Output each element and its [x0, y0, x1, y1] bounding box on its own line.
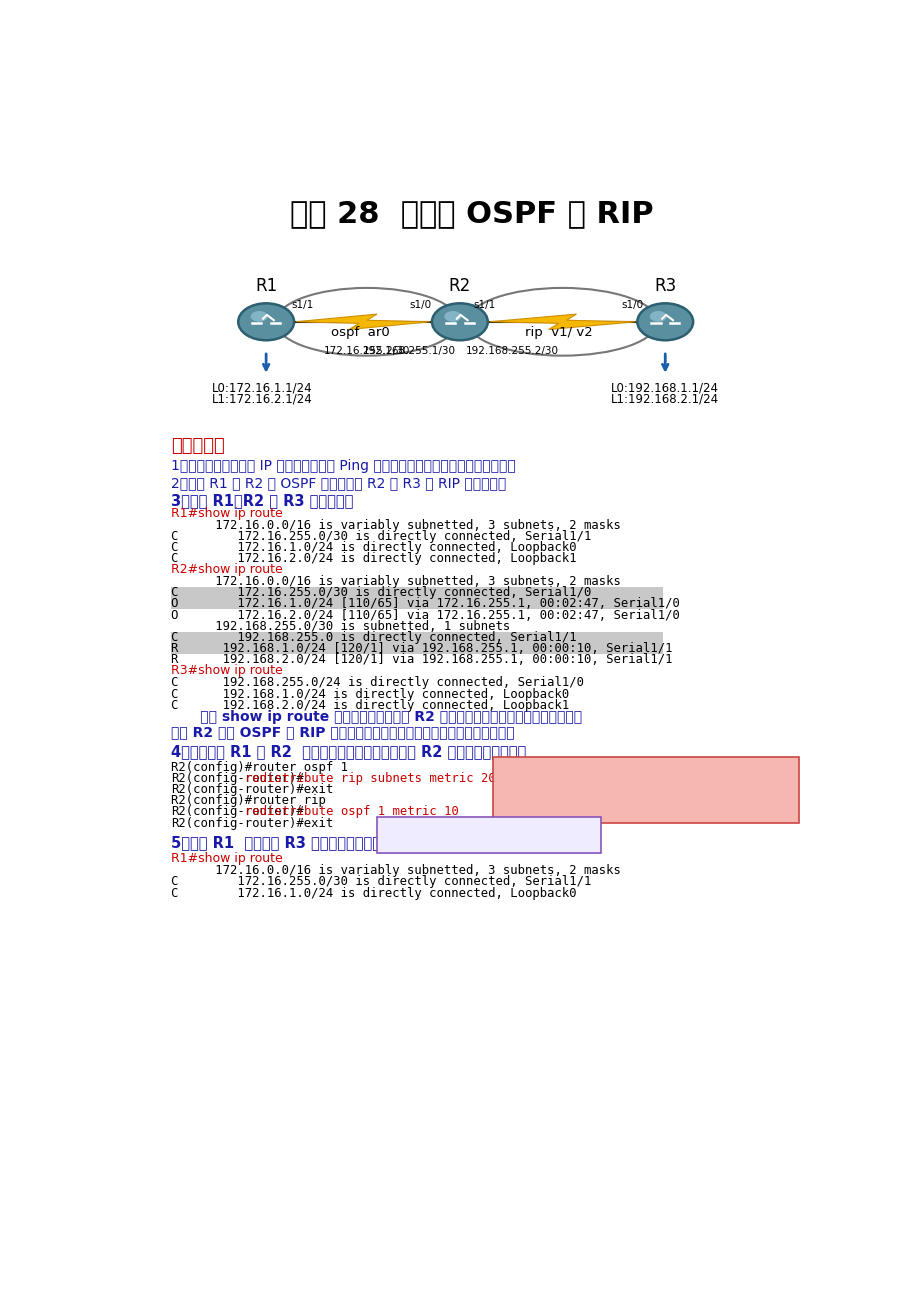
Ellipse shape: [649, 311, 666, 322]
Text: R1#show ip route: R1#show ip route: [171, 853, 282, 866]
Text: s1/0: s1/0: [409, 299, 432, 310]
Text: 类子网路由能够正确的被发布。重发布的路由默认: 类子网路由能够正确的被发布。重发布的路由默认: [499, 789, 652, 802]
Text: 1、配置各台路由器的 IP 地址，并且使用 Ping 命令确认各路由器的直连口的互通性。: 1、配置各台路由器的 IP 地址，并且使用 Ping 命令确认各路由器的直连口的…: [171, 458, 515, 473]
FancyBboxPatch shape: [171, 643, 663, 654]
Text: O        172.16.2.0/24 [110/65] via 172.16.255.1, 00:02:47, Serial1/0: O 172.16.2.0/24 [110/65] via 172.16.255.…: [171, 608, 679, 621]
Text: 192.168.255.2/30: 192.168.255.2/30: [466, 346, 559, 357]
Text: 172.16.255.2/30: 172.16.255.2/30: [323, 346, 410, 357]
Text: R3: R3: [653, 277, 675, 294]
Text: 类型为 E2。: 类型为 E2。: [499, 803, 546, 816]
Text: 将 rip 网络的路由重发布到 OSPF 中。并且指定其: 将 rip 网络的路由重发布到 OSPF 中。并且指定其: [499, 762, 679, 775]
Text: C        172.16.255.0/30 is directly connected, Serial1/0: C 172.16.255.0/30 is directly connected,…: [171, 586, 591, 599]
Text: R1#show ip route: R1#show ip route: [171, 506, 282, 519]
FancyBboxPatch shape: [171, 587, 663, 598]
Text: 将 OSPF 网络路由重发布到 RIP 中，: 将 OSPF 网络路由重发布到 RIP 中，: [382, 822, 530, 835]
FancyBboxPatch shape: [377, 816, 600, 854]
Text: R2: R2: [448, 277, 471, 294]
Text: R2(config-router)#: R2(config-router)#: [171, 772, 303, 785]
Text: s1/1: s1/1: [290, 299, 312, 310]
Text: 度量为 200; Subnets 命令可以确保 RIP 网络中的无: 度量为 200; Subnets 命令可以确保 RIP 网络中的无: [499, 775, 709, 788]
Text: O        172.16.1.0/24 [110/65] via 172.16.255.1, 00:02:47, Serial1/0: O 172.16.1.0/24 [110/65] via 172.16.255.…: [171, 598, 679, 611]
Text: redistribute rip subnets metric 200: redistribute rip subnets metric 200: [245, 772, 503, 785]
Text: 4、为了确保 R1 和 R2  能够学习到整个网络路由。在 R2 上配置路由重发布。: 4、为了确保 R1 和 R2 能够学习到整个网络路由。在 R2 上配置路由重发布…: [171, 743, 526, 759]
Text: 因为 R2 处于 OSPF 与 RIP 网络的边界。其同时运行了两种不同的路由协议。: 因为 R2 处于 OSPF 与 RIP 网络的边界。其同时运行了两种不同的路由协…: [171, 725, 514, 740]
FancyBboxPatch shape: [171, 631, 663, 643]
Text: 实验步骤：: 实验步骤：: [171, 437, 224, 456]
Text: R3#show ip route: R3#show ip route: [171, 664, 282, 677]
Text: R1: R1: [255, 277, 277, 294]
Text: C        172.16.1.0/24 is directly connected, Loopback0: C 172.16.1.0/24 is directly connected, L…: [171, 540, 576, 553]
Text: 根据 show ip route 命令可以看出，只有 R2 才可以学习到整个网络的完整路由。是: 根据 show ip route 命令可以看出，只有 R2 才可以学习到整个网络…: [171, 710, 582, 724]
Text: C        192.168.255.0 is directly connected, Serial1/1: C 192.168.255.0 is directly connected, S…: [171, 631, 576, 644]
FancyBboxPatch shape: [493, 756, 798, 823]
Text: C        172.16.255.0/30 is directly connected, Serial1/1: C 172.16.255.0/30 is directly connected,…: [171, 875, 591, 888]
Polygon shape: [489, 314, 635, 329]
Text: C      192.168.2.0/24 is directly connected, Loopback1: C 192.168.2.0/24 is directly connected, …: [171, 699, 569, 712]
Text: rip  v1/ v2: rip v1/ v2: [524, 326, 592, 339]
Text: R2(config-router)#exit: R2(config-router)#exit: [171, 816, 333, 829]
Ellipse shape: [250, 311, 267, 322]
Ellipse shape: [238, 303, 294, 340]
Text: C        172.16.255.0/30 is directly connected, Serial1/1: C 172.16.255.0/30 is directly connected,…: [171, 530, 591, 543]
Ellipse shape: [637, 303, 692, 340]
Text: C      192.168.1.0/24 is directly connected, Loopback0: C 192.168.1.0/24 is directly connected, …: [171, 687, 569, 700]
Text: 172.16.0.0/16 is variably subnetted, 3 subnets, 2 masks: 172.16.0.0/16 is variably subnetted, 3 s…: [171, 575, 620, 589]
Text: C        172.16.1.0/24 is directly connected, Loopback0: C 172.16.1.0/24 is directly connected, L…: [171, 887, 576, 900]
Text: 3、查看 R1、R2 和 R3 的路由表：: 3、查看 R1、R2 和 R3 的路由表：: [171, 492, 353, 508]
Text: R      192.168.2.0/24 [120/1] via 192.168.255.1, 00:00:10, Serial1/1: R 192.168.2.0/24 [120/1] via 192.168.255…: [171, 654, 672, 667]
Text: 172.16.0.0/16 is variably subnetted, 3 subnets, 2 masks: 172.16.0.0/16 is variably subnetted, 3 s…: [171, 865, 620, 878]
Text: C      192.168.255.0/24 is directly connected, Serial1/0: C 192.168.255.0/24 is directly connected…: [171, 676, 584, 689]
Text: 2、配置 R1 与 R2 的 OSPF 路由协议和 R2 与 R3 的 RIP 路由协议。: 2、配置 R1 与 R2 的 OSPF 路由协议和 R2 与 R3 的 RIP …: [171, 475, 505, 490]
Text: 并指定其度量跳数为：10: 并指定其度量跳数为：10: [382, 835, 471, 848]
Ellipse shape: [432, 303, 487, 340]
Text: 172.16.0.0/16 is variably subnetted, 3 subnets, 2 masks: 172.16.0.0/16 is variably subnetted, 3 s…: [171, 518, 620, 531]
Text: R2#show ip route: R2#show ip route: [171, 564, 282, 577]
FancyBboxPatch shape: [171, 598, 663, 609]
Text: 192.168.255.1/30: 192.168.255.1/30: [363, 346, 456, 357]
Text: R2(config)#router ospf 1: R2(config)#router ospf 1: [171, 760, 347, 773]
Polygon shape: [295, 314, 430, 329]
Text: R2(config-router)#exit: R2(config-router)#exit: [171, 783, 333, 796]
Text: R2(config-router)#: R2(config-router)#: [171, 806, 303, 819]
Text: redistribute ospf 1 metric 10: redistribute ospf 1 metric 10: [245, 806, 459, 819]
Ellipse shape: [444, 311, 461, 322]
Text: ospf  ar0: ospf ar0: [331, 326, 390, 339]
Text: C        172.16.2.0/24 is directly connected, Loopback1: C 172.16.2.0/24 is directly connected, L…: [171, 552, 576, 565]
Text: s1/1: s1/1: [473, 299, 495, 310]
Text: L1:172.16.2.1/24: L1:172.16.2.1/24: [211, 393, 312, 406]
Text: L0:192.168.1.1/24: L0:192.168.1.1/24: [610, 381, 719, 395]
Text: R2(config)#router rip: R2(config)#router rip: [171, 794, 325, 807]
Text: R      192.168.1.0/24 [120/1] via 192.168.255.1, 00:00:10, Serial1/1: R 192.168.1.0/24 [120/1] via 192.168.255…: [171, 642, 672, 655]
Text: L0:172.16.1.1/24: L0:172.16.1.1/24: [211, 381, 312, 395]
Text: 192.168.255.0/30 is subnetted, 1 subnets: 192.168.255.0/30 is subnetted, 1 subnets: [171, 620, 509, 633]
Text: s1/0: s1/0: [620, 299, 643, 310]
Text: 实验 28  重分发 OSPF 和 RIP: 实验 28 重分发 OSPF 和 RIP: [289, 199, 652, 228]
Text: 5、查看 R1  路由器和 R3 路由器的路由表：: 5、查看 R1 路由器和 R3 路由器的路由表：: [171, 836, 380, 850]
Text: L1:192.168.2.1/24: L1:192.168.2.1/24: [610, 393, 719, 406]
